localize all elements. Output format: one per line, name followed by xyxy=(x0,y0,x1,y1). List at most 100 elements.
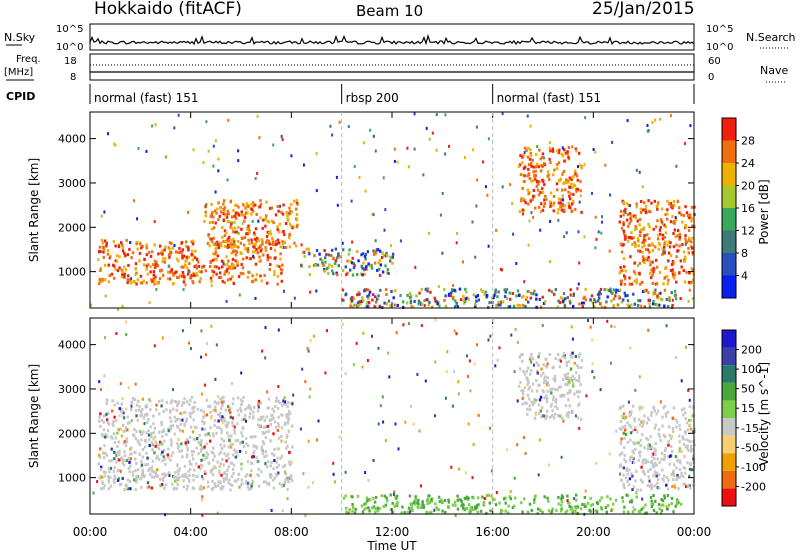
data-cell xyxy=(222,485,225,489)
data-cell xyxy=(264,356,267,360)
data-cell xyxy=(231,483,234,487)
data-cell xyxy=(98,455,102,459)
data-cell xyxy=(125,426,128,430)
data-cell xyxy=(256,473,259,477)
cpid-label: CPID xyxy=(6,90,35,103)
data-cell xyxy=(208,404,212,408)
data-cell xyxy=(153,435,157,439)
data-cell xyxy=(656,203,659,207)
freq-panel xyxy=(89,53,695,81)
data-cell xyxy=(457,392,460,396)
data-cell xyxy=(655,205,659,209)
data-cell xyxy=(460,504,463,508)
data-cell xyxy=(669,241,672,245)
data-cell xyxy=(552,377,555,381)
data-cell xyxy=(625,415,628,419)
data-cell xyxy=(417,299,421,303)
data-cell xyxy=(212,446,215,450)
data-cell xyxy=(576,188,580,192)
data-cell xyxy=(171,271,174,275)
data-cell xyxy=(611,507,614,511)
data-cell xyxy=(267,220,271,224)
data-cell xyxy=(246,473,249,477)
cpid-segment-label: normal (fast) 151 xyxy=(94,91,198,105)
data-cell xyxy=(618,271,621,275)
data-cell xyxy=(536,511,539,515)
data-cell xyxy=(364,501,368,505)
data-cell xyxy=(420,287,423,291)
data-cell xyxy=(211,458,215,462)
data-cell xyxy=(548,463,550,467)
colorbar-frame xyxy=(721,329,737,507)
colorbar-segment xyxy=(722,140,736,163)
data-cell xyxy=(141,448,145,451)
data-cell xyxy=(210,488,214,491)
data-cell xyxy=(473,505,477,509)
data-cell xyxy=(339,255,342,259)
data-cell xyxy=(569,389,572,392)
data-cell xyxy=(614,498,618,502)
data-cell xyxy=(202,264,205,268)
data-cell xyxy=(371,506,374,510)
data-cell xyxy=(567,411,571,415)
data-cell xyxy=(185,417,188,421)
data-cell xyxy=(561,204,564,208)
data-cell xyxy=(386,254,389,258)
data-cell xyxy=(106,418,109,422)
data-cell xyxy=(572,384,575,388)
data-cell xyxy=(661,207,664,211)
data-cell xyxy=(234,213,238,217)
data-cell xyxy=(481,289,484,293)
data-cell xyxy=(575,174,579,178)
data-cell xyxy=(434,414,436,418)
data-cell xyxy=(475,299,478,303)
data-cell xyxy=(661,233,665,237)
beam-title: Beam 10 xyxy=(356,2,423,20)
data-cell xyxy=(214,485,217,489)
data-cell xyxy=(203,457,206,461)
data-cell xyxy=(631,488,634,492)
data-cell xyxy=(262,415,265,419)
data-cell xyxy=(409,299,413,303)
data-cell xyxy=(676,420,679,424)
data-cell xyxy=(528,219,531,223)
data-cell xyxy=(543,198,546,202)
data-cell xyxy=(158,244,162,248)
data-cell xyxy=(631,449,634,453)
data-cell xyxy=(130,256,133,260)
data-cell xyxy=(539,169,543,173)
data-cell xyxy=(234,253,238,257)
data-cell xyxy=(178,428,181,432)
data-cell xyxy=(368,290,372,294)
data-cell xyxy=(568,404,571,408)
data-cell xyxy=(626,472,629,476)
data-cell xyxy=(210,324,213,328)
data-cell xyxy=(244,479,248,483)
data-cell xyxy=(567,380,570,384)
data-cell xyxy=(221,415,224,419)
data-cell xyxy=(678,235,682,239)
data-cell xyxy=(367,479,370,482)
data-cell xyxy=(640,304,643,308)
data-cell xyxy=(127,274,130,278)
data-cell xyxy=(608,289,611,293)
data-cell xyxy=(557,208,560,211)
data-cell xyxy=(229,482,232,486)
data-cell xyxy=(630,472,633,476)
data-cell xyxy=(177,472,180,476)
data-cell xyxy=(475,204,478,208)
data-cell xyxy=(155,442,158,446)
data-cell xyxy=(125,320,128,324)
data-cell xyxy=(675,255,678,259)
data-cell xyxy=(564,511,567,514)
data-cell xyxy=(501,268,503,272)
data-cell xyxy=(236,263,239,267)
data-cell xyxy=(631,243,634,246)
data-cell xyxy=(566,372,570,376)
data-cell xyxy=(186,453,189,457)
data-cell xyxy=(197,440,200,444)
data-cell xyxy=(170,269,173,273)
data-cell xyxy=(351,503,354,506)
data-cell xyxy=(280,413,283,417)
data-cell xyxy=(562,299,565,303)
